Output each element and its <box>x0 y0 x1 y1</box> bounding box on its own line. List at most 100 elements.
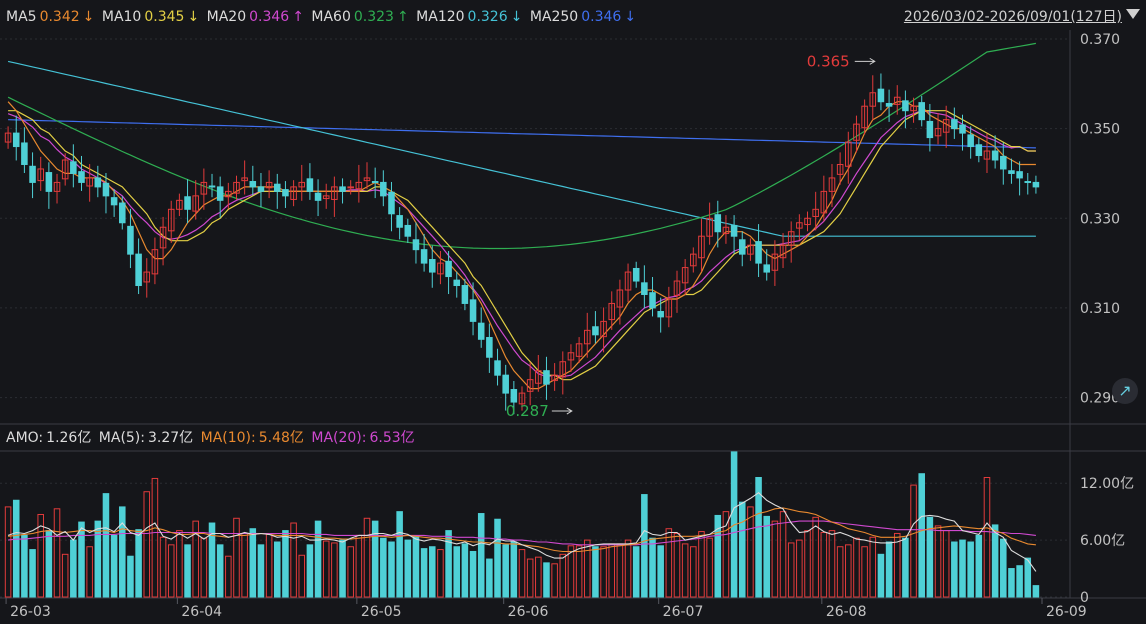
candle <box>469 299 477 322</box>
candle <box>836 163 844 175</box>
candle <box>331 186 338 200</box>
candle <box>959 124 966 134</box>
candle <box>208 185 216 188</box>
volume-bar <box>861 546 868 598</box>
candle <box>828 177 836 192</box>
ma5-line <box>7 101 1036 390</box>
candle <box>127 225 134 255</box>
volume-bar <box>877 553 885 598</box>
ma60-arrow: ↑ <box>396 9 409 25</box>
candle <box>812 208 819 217</box>
price-tick-label: 0.350 <box>1080 122 1120 138</box>
date-range-selector[interactable]: 2026/03/02-2026/09/01(127日) <box>903 9 1122 25</box>
volume-legend: AMO: 1.26亿 MA(5): 3.27亿 MA(10): 5.48亿 MA(20… <box>6 427 418 449</box>
volume-bar <box>380 537 387 598</box>
candle <box>510 389 518 403</box>
candle <box>910 105 917 112</box>
vol-ma20-value: 6.53亿 <box>369 430 415 446</box>
candle <box>918 102 925 121</box>
dropdown-caret-icon[interactable] <box>1126 9 1140 19</box>
volume-bar <box>779 511 787 598</box>
candle <box>730 224 738 237</box>
candle <box>445 260 452 278</box>
high-arrow <box>854 57 876 65</box>
volume-bars <box>4 451 1040 598</box>
volume-bar <box>339 539 346 598</box>
volume-bar <box>94 520 102 598</box>
candle <box>265 181 273 189</box>
volume-bar <box>1024 557 1032 598</box>
volume-bar <box>575 545 583 598</box>
candle <box>257 186 265 192</box>
candle <box>53 181 61 192</box>
volume-bar <box>698 531 705 598</box>
candle <box>665 298 673 318</box>
volume-bar <box>1008 568 1015 598</box>
high-price-label: 0.365 <box>807 52 850 70</box>
candle <box>592 326 599 336</box>
candle <box>274 183 281 192</box>
volume-bar <box>159 536 167 598</box>
volume-bar <box>681 543 689 598</box>
volume-ma20-line <box>8 520 1036 546</box>
volume-bar <box>535 556 542 598</box>
expand-arrow-icon[interactable]: ↗ <box>1112 378 1138 404</box>
volume-bar <box>959 539 966 598</box>
candle <box>184 196 191 210</box>
candle <box>314 192 322 201</box>
volume-bar <box>714 514 722 598</box>
volume-bar <box>290 522 297 598</box>
vol-ma5-label: MA(5): <box>98 430 145 446</box>
price-tick-label: 0.310 <box>1080 301 1120 317</box>
candle <box>706 217 713 237</box>
volume-bar <box>110 534 118 598</box>
volume-bar <box>902 537 909 598</box>
candle <box>494 360 501 376</box>
candle <box>355 181 363 190</box>
volume-bar <box>592 546 599 598</box>
candle <box>61 159 69 180</box>
candle <box>624 271 632 291</box>
volume-bar <box>314 520 322 598</box>
volume-bar <box>869 536 877 598</box>
volume-bar <box>53 508 61 598</box>
volume-bar <box>820 532 828 598</box>
candle <box>885 103 893 107</box>
volume-bar <box>1032 585 1040 598</box>
volume-bar <box>4 506 12 598</box>
low-price-label: 0.287 <box>506 402 549 420</box>
volume-bar <box>649 537 656 598</box>
candle <box>600 320 607 338</box>
x-tick-label: 26-04 <box>181 604 222 620</box>
volume-bar <box>249 528 257 598</box>
volume-bar <box>951 541 958 598</box>
volume-bar <box>893 532 901 598</box>
candle <box>1016 171 1023 179</box>
ma5-label: MA5 <box>6 9 37 25</box>
candle <box>747 244 754 255</box>
volume-bar <box>363 517 371 598</box>
volume-bar <box>763 515 770 598</box>
candles <box>4 73 1040 415</box>
candle <box>437 262 444 275</box>
volume-bar <box>673 532 681 598</box>
volume-bar <box>388 541 395 598</box>
volume-tick-label: 12.00亿 <box>1080 476 1134 492</box>
ma-legend: MA5 0.342 ↓ MA10 0.345 ↓ MA20 0.346 ↑ MA60 0.32… <box>6 6 639 28</box>
volume-bar <box>61 553 69 598</box>
candle <box>1024 181 1032 184</box>
candle <box>738 239 746 255</box>
volume-bar <box>461 543 469 598</box>
volume-bar <box>102 493 110 598</box>
volume-bar <box>771 520 779 598</box>
volume-bar <box>282 530 289 598</box>
volume-bar <box>983 477 991 598</box>
volume-bar <box>690 546 697 598</box>
volume-bar <box>853 537 860 598</box>
price-tick-label: 0.370 <box>1080 32 1120 48</box>
candle <box>420 249 428 264</box>
candle <box>877 88 885 103</box>
candle <box>649 292 656 309</box>
volume-bar <box>176 530 183 598</box>
candle <box>796 222 803 229</box>
